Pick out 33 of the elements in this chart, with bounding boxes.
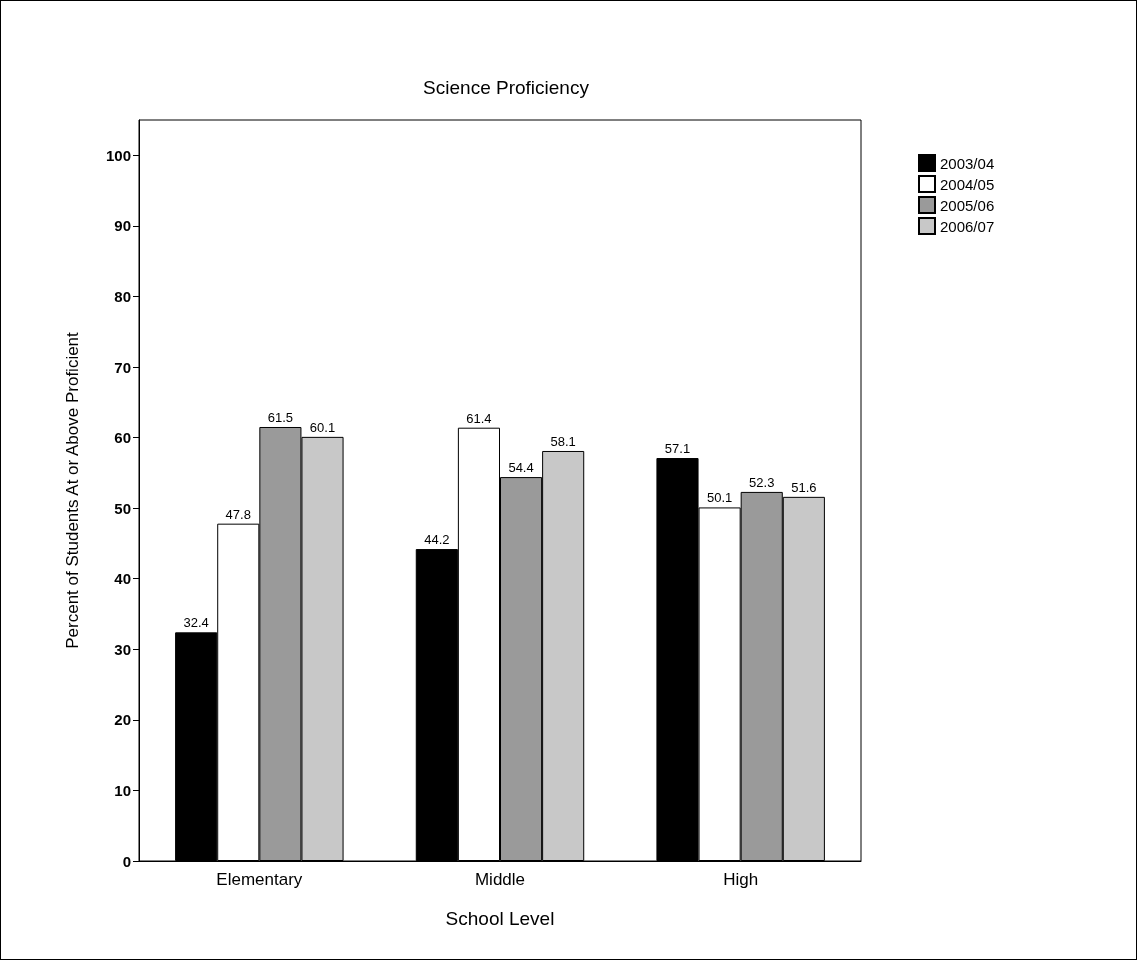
x-tick-label: Elementary — [216, 870, 303, 889]
y-tick-label: 90 — [114, 217, 131, 235]
data-label: 57.1 — [664, 441, 691, 457]
y-axis-title: Percent of Students At or Above Proficient — [63, 331, 82, 649]
y-tick-label: 80 — [114, 287, 131, 305]
data-label: 44.2 — [424, 532, 450, 548]
data-label: 61.4 — [466, 410, 492, 426]
data-label: 51.6 — [791, 479, 817, 495]
data-label: 54.4 — [508, 460, 534, 476]
y-tick-label: 30 — [114, 640, 131, 658]
y-tick-label: 20 — [114, 711, 131, 729]
y-tick-label: 70 — [114, 358, 131, 376]
legend-label: 2005/06 — [940, 196, 995, 214]
chart-title: Science Proficiency — [423, 77, 590, 98]
y-tick-label: 40 — [114, 570, 131, 588]
data-label: 47.8 — [225, 506, 251, 522]
legend-label: 2004/05 — [940, 175, 995, 193]
data-label: 58.1 — [550, 433, 576, 449]
x-axis-title: School Level — [445, 908, 555, 929]
y-tick-label: 50 — [114, 499, 131, 517]
legend-label: 2006/07 — [940, 217, 995, 235]
y-tick-label: 0 — [122, 852, 131, 870]
data-label: 60.1 — [309, 419, 336, 435]
data-label: 32.4 — [183, 615, 209, 631]
data-label: 61.5 — [267, 409, 294, 425]
y-tick-label: 10 — [114, 781, 131, 799]
legend-label: 2003/04 — [940, 154, 995, 172]
x-tick-label: Middle — [474, 870, 526, 889]
data-label: 52.3 — [749, 474, 775, 490]
x-tick-label: High — [723, 870, 759, 889]
y-tick-label: 100 — [105, 146, 131, 164]
y-tick-label: 60 — [114, 429, 131, 447]
data-label: 50.1 — [706, 490, 733, 506]
